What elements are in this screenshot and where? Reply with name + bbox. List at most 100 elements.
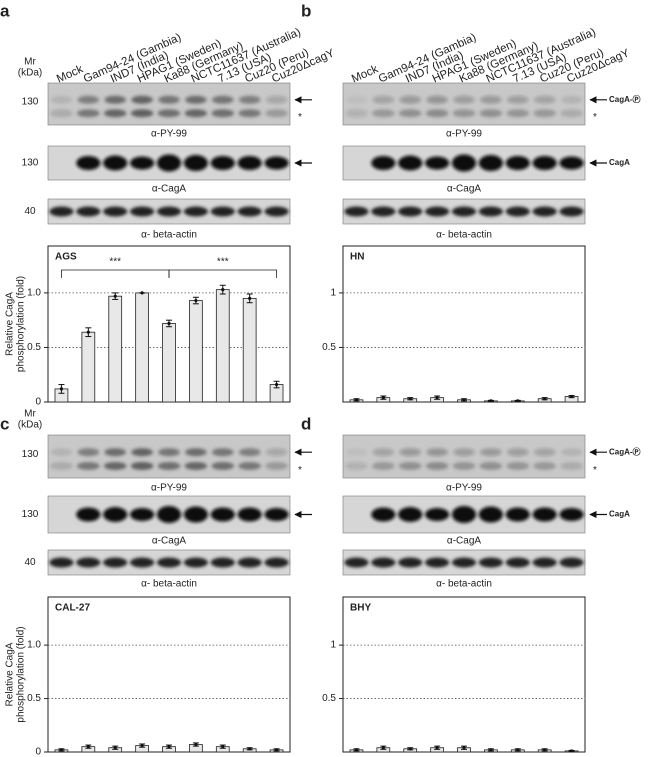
- band: [211, 109, 235, 118]
- band: [505, 507, 530, 522]
- error-dot: [435, 746, 439, 750]
- band: [399, 95, 421, 104]
- error-dot: [543, 397, 547, 401]
- panel-letter: b: [301, 1, 311, 20]
- band: [76, 156, 101, 170]
- y-tick-label: 1: [330, 288, 336, 299]
- band: [507, 448, 529, 457]
- band: [183, 557, 208, 568]
- band: [264, 557, 289, 568]
- blot: [47, 495, 291, 534]
- band: [371, 507, 396, 522]
- band: [398, 461, 422, 470]
- band: [103, 206, 128, 217]
- band: [344, 557, 369, 568]
- band: [398, 109, 422, 118]
- error-dot: [274, 382, 279, 387]
- band: [506, 109, 530, 118]
- error-bar: [273, 748, 280, 752]
- band: [265, 95, 288, 104]
- significance-label: ***: [217, 257, 229, 268]
- band: [104, 95, 126, 104]
- error-bar: [434, 745, 441, 750]
- band: [398, 206, 423, 217]
- antibody-label: α-CagA: [447, 184, 481, 195]
- band: [372, 109, 395, 118]
- mr-label: 40: [24, 557, 36, 568]
- band: [345, 461, 368, 470]
- error-bar: [85, 327, 92, 338]
- band: [533, 448, 556, 457]
- chart-title: CAL-27: [55, 603, 90, 614]
- lane-label: Mock: [350, 63, 380, 85]
- band: [480, 448, 502, 457]
- blot-bands: [345, 95, 583, 118]
- band: [425, 206, 450, 217]
- error-bar: [380, 745, 387, 750]
- y-axis-label: Relative CagA: [5, 642, 16, 706]
- bar: [215, 289, 230, 403]
- error-dot: [248, 747, 252, 751]
- error-bar: [487, 399, 494, 403]
- band: [560, 448, 583, 457]
- band: [425, 557, 450, 568]
- error-dot: [489, 399, 493, 403]
- band: [130, 156, 155, 170]
- blot: [342, 145, 586, 181]
- error-dot: [489, 748, 493, 752]
- band: [426, 95, 448, 104]
- band: [103, 557, 128, 568]
- error-dot: [408, 747, 412, 751]
- band: [453, 448, 475, 457]
- error-bar: [434, 395, 441, 400]
- band: [559, 557, 584, 568]
- asterisk: *: [593, 112, 597, 123]
- error-dot: [167, 745, 171, 749]
- mr-label: 130: [22, 509, 39, 520]
- error-bar: [219, 284, 226, 295]
- error-dot: [86, 330, 90, 334]
- band: [77, 109, 100, 118]
- band: [479, 461, 503, 470]
- error-dot: [462, 398, 466, 402]
- band: [210, 156, 235, 170]
- asterisk: *: [298, 465, 302, 476]
- band: [452, 109, 476, 118]
- error-dot: [113, 294, 117, 298]
- band: [184, 461, 208, 470]
- band: [264, 156, 289, 170]
- error-bar: [192, 742, 199, 747]
- band: [560, 461, 583, 470]
- band: [183, 206, 208, 217]
- blot-bg: [342, 434, 586, 479]
- band: [425, 156, 450, 170]
- band: [533, 109, 556, 118]
- mr-header: (kDa): [18, 420, 42, 431]
- band: [398, 507, 423, 522]
- plot-frame: [47, 596, 291, 753]
- antibody-label: α-CagA: [152, 536, 186, 547]
- error-bar: [112, 292, 119, 300]
- chart-title: BHY: [350, 603, 371, 614]
- mr-label: 130: [22, 449, 39, 460]
- error-bar: [514, 748, 521, 752]
- band: [185, 448, 207, 457]
- bar: [81, 331, 96, 403]
- error-dot: [516, 748, 520, 752]
- band: [210, 206, 235, 217]
- band: [505, 206, 530, 217]
- band: [452, 461, 476, 470]
- error-bar: [461, 745, 467, 750]
- band: [453, 95, 475, 104]
- band: [158, 448, 180, 457]
- antibody-label: α-PY-99: [446, 483, 482, 494]
- band: [265, 448, 288, 457]
- blot: [47, 82, 291, 126]
- bar: [135, 292, 149, 403]
- error-dot: [274, 748, 279, 752]
- error-bar: [166, 744, 172, 749]
- band: [533, 461, 556, 470]
- band: [399, 448, 421, 457]
- band: [505, 557, 530, 568]
